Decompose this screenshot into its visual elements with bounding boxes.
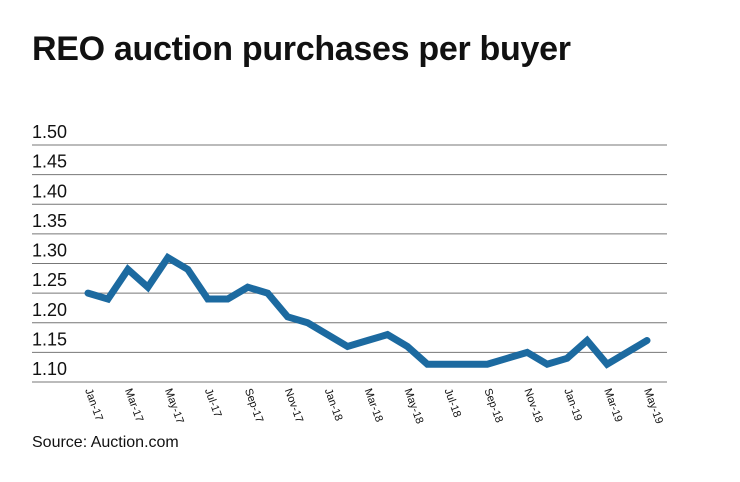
source-note: Source: Auction.com — [32, 434, 179, 451]
y-tick-label: 1.10 — [32, 359, 67, 379]
y-tick-label: 1.50 — [32, 122, 67, 142]
x-tick-label: Jan-19 — [561, 387, 584, 423]
y-tick-label: 1.35 — [32, 211, 67, 231]
x-tick-label: May-18 — [402, 387, 426, 426]
x-tick-label: Jan-17 — [82, 387, 105, 423]
y-tick-label: 1.15 — [32, 329, 67, 349]
x-tick-label: May-19 — [641, 387, 665, 426]
y-tick-label: 1.25 — [32, 270, 67, 290]
x-tick-label: Jan-18 — [322, 387, 345, 423]
x-tick-label: Jul-18 — [442, 387, 464, 419]
y-tick-label: 1.30 — [32, 241, 67, 261]
x-tick-label: Sep-18 — [481, 387, 504, 424]
x-tick-label: Mar-19 — [601, 387, 624, 424]
x-tick-label: Mar-18 — [362, 387, 385, 424]
x-tick-label: Sep-17 — [242, 387, 265, 424]
x-tick-label: Nov-18 — [521, 387, 544, 424]
y-tick-label: 1.20 — [32, 300, 67, 320]
y-tick-label: 1.45 — [32, 152, 67, 172]
x-tick-label: Nov-17 — [282, 387, 305, 424]
x-tick-label: Mar-17 — [122, 387, 145, 424]
y-tick-label: 1.40 — [32, 181, 67, 201]
x-tick-label: May-17 — [162, 387, 186, 426]
series-line — [84, 252, 651, 369]
x-tick-label: Jul-17 — [202, 387, 224, 419]
chart-title: REO auction purchases per buyer — [32, 30, 571, 68]
